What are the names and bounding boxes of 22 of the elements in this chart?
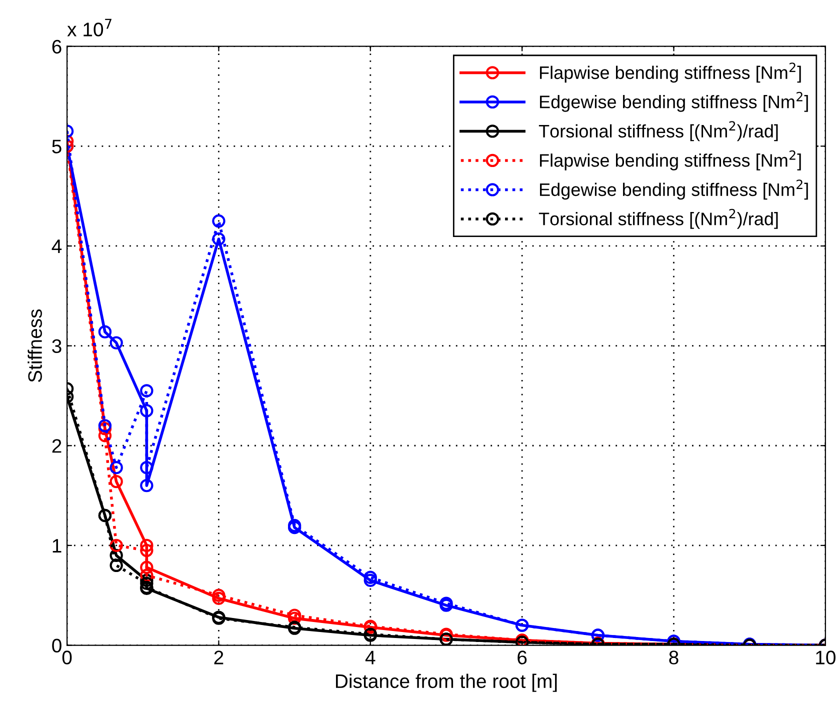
y-tick-label: 3 <box>52 339 62 354</box>
x-tick-label: 2 <box>214 650 224 664</box>
y-tick-label: 1 <box>52 539 62 552</box>
legend-label: Edgewise bending stiffness [Nm$^{2}$] <box>540 92 808 112</box>
y-tick-label: 6 <box>52 40 62 54</box>
y-tick-label: 5 <box>52 140 62 154</box>
y-tick-label: 0 <box>52 638 62 652</box>
legend-label: Flapwise bending stiffness [Nm$^{2}$] <box>540 150 801 170</box>
x-tick-label: 4 <box>365 650 376 664</box>
y-axis-title: Stiffness <box>28 309 42 382</box>
x-tick-label: 6 <box>518 650 527 664</box>
legend-label: Flapwise bending stiffness [Nm$^{2}$] <box>540 62 801 83</box>
x-tick-label: 8 <box>669 650 678 664</box>
x-axis-title: Distance from the root [m] <box>336 674 557 692</box>
legend-label: Torsional stiffness [(Nm$^{2}$)/rad] <box>538 208 778 229</box>
text: x 10$^{7}$ <box>67 18 112 36</box>
y-tick-label: 4 <box>52 240 62 254</box>
y-tick-label: 2 <box>52 439 62 453</box>
legend-label: Edgewise bending stiffness [Nm$^{2}$] <box>540 180 808 200</box>
legend-label: Torsional stiffness [(Nm$^{2}$)/rad] <box>538 121 778 142</box>
x-tick-label: 0 <box>62 650 72 664</box>
x-tick-label: 10 <box>816 650 836 664</box>
